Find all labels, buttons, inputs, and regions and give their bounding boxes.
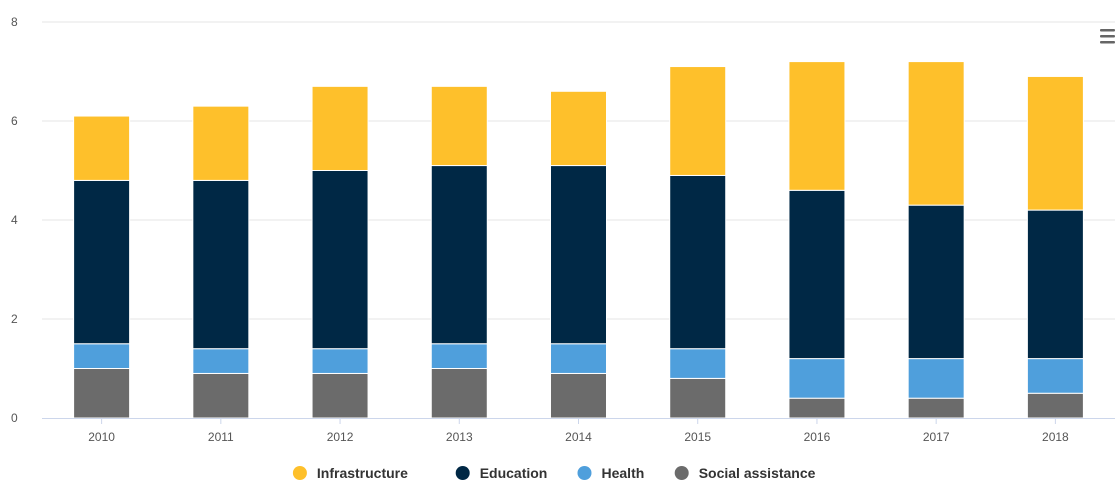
legend-swatch (455, 466, 470, 480)
bar-segment-health[interactable] (1026, 358, 1084, 394)
x-tick-label: 2012 (327, 430, 354, 444)
bar-segment-health[interactable] (788, 358, 846, 399)
bar-segment-health[interactable] (192, 348, 250, 374)
x-tick-label: 2010 (88, 430, 115, 444)
bar-segment-social-assistance[interactable] (430, 368, 488, 419)
legend: Infrastructure Education Health Social assi… (292, 465, 816, 481)
bar-segment-infrastructure[interactable] (430, 85, 488, 167)
legend-label: Education (480, 465, 548, 481)
bar-segment-health[interactable] (907, 358, 965, 399)
bar-segment-social-assistance[interactable] (669, 377, 727, 419)
bar-segment-health[interactable] (550, 343, 607, 374)
bar-segment-education[interactable] (311, 170, 369, 350)
bar-segment-infrastructure[interactable] (907, 61, 965, 206)
legend-item-infrastructure[interactable]: Infrastructure (292, 465, 408, 481)
x-tick-label: 2013 (446, 430, 473, 444)
bar-segment-infrastructure[interactable] (669, 66, 727, 176)
bar-segment-education[interactable] (907, 204, 965, 360)
y-tick-label: 4 (11, 213, 18, 227)
bar-segment-education[interactable] (669, 174, 727, 350)
legend-label: Social assistance (699, 465, 816, 481)
x-tick-label: 2015 (684, 430, 711, 444)
x-tick-label: 2016 (804, 430, 831, 444)
bar-segment-infrastructure[interactable] (192, 105, 250, 181)
bar-segment-health[interactable] (430, 343, 488, 369)
axes: 0 2 4 6 8 2010 2011 2012 2013 2014 2015 2016 2017 201… (11, 15, 1115, 444)
y-tick-label: 0 (11, 411, 18, 425)
bar-segment-social-assistance[interactable] (788, 397, 846, 419)
legend-item-social-assistance[interactable]: Social assistance (674, 465, 816, 481)
legend-swatch (674, 466, 689, 480)
bar-segment-education[interactable] (192, 179, 250, 350)
bar-segment-social-assistance[interactable] (1026, 392, 1084, 419)
bars (73, 61, 1084, 419)
legend-label: Infrastructure (317, 465, 408, 481)
bar-segment-education[interactable] (430, 165, 488, 345)
bar-segment-education[interactable] (550, 165, 607, 345)
x-tick-label: 2018 (1042, 430, 1069, 444)
bar-segment-infrastructure[interactable] (73, 115, 131, 181)
chart-menu-button[interactable] (1100, 29, 1115, 44)
bar-segment-social-assistance[interactable] (907, 397, 965, 419)
legend-swatch (577, 466, 592, 480)
bar-segment-health[interactable] (73, 343, 131, 369)
x-tick-label: 2017 (923, 430, 950, 444)
bar-segment-infrastructure[interactable] (550, 90, 607, 167)
bar-segment-education[interactable] (1026, 209, 1084, 360)
legend-item-health[interactable]: Health (577, 465, 645, 481)
bar-segment-infrastructure[interactable] (788, 61, 846, 191)
y-tick-label: 6 (11, 114, 18, 128)
bar-segment-education[interactable] (73, 179, 131, 345)
legend-label: Health (602, 465, 645, 481)
legend-item-education[interactable]: Education (455, 465, 548, 481)
y-tick-label: 2 (11, 312, 18, 326)
hamburger-menu-icon[interactable] (1100, 29, 1115, 44)
bar-segment-education[interactable] (788, 189, 846, 360)
bar-segment-health[interactable] (669, 348, 727, 379)
x-tick-label: 2011 (208, 430, 234, 444)
bar-segment-infrastructure[interactable] (1026, 75, 1084, 211)
bar-segment-social-assistance[interactable] (192, 372, 250, 419)
x-tick-label: 2014 (565, 430, 592, 444)
bar-segment-social-assistance[interactable] (550, 372, 607, 419)
bar-segment-social-assistance[interactable] (311, 372, 369, 419)
bar-segment-infrastructure[interactable] (311, 85, 369, 171)
bar-segment-health[interactable] (311, 348, 369, 374)
y-tick-label: 8 (11, 15, 18, 29)
bar-segment-social-assistance[interactable] (73, 368, 131, 419)
legend-swatch (292, 466, 307, 480)
